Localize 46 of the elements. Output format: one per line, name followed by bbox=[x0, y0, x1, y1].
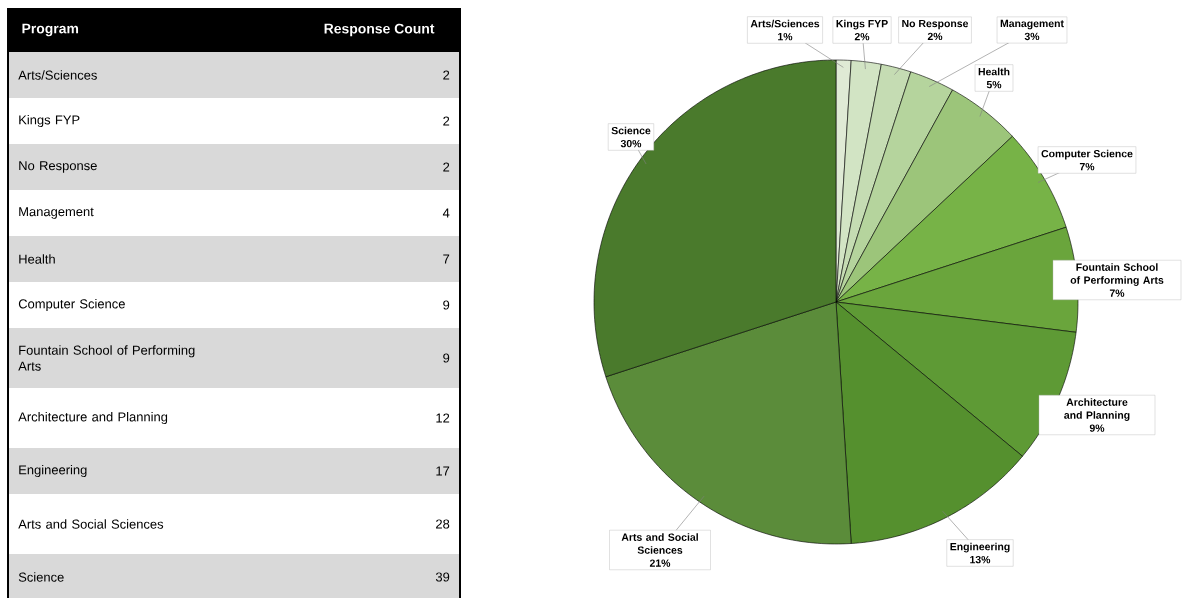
data-label: 3% bbox=[1024, 32, 1040, 41]
data-label: 7% bbox=[1109, 289, 1125, 297]
data-label: 2 bbox=[443, 70, 450, 80]
data-label: 28 bbox=[436, 519, 450, 529]
slice-label: Architecture and Planning bbox=[1064, 398, 1130, 421]
data-label: 2% bbox=[927, 32, 943, 41]
slice-label: Fountain School of Performing Arts bbox=[1070, 263, 1164, 286]
category-label: Science bbox=[18, 572, 64, 582]
category-label: Arts/Sciences bbox=[18, 70, 97, 80]
slice-label: Kings FYP bbox=[836, 19, 888, 30]
data-label: 12 bbox=[436, 413, 450, 423]
category-label: No Response bbox=[19, 161, 97, 173]
category-label: Management bbox=[19, 207, 94, 219]
data-label: 2 bbox=[443, 162, 450, 172]
data-label: 9 bbox=[443, 353, 450, 363]
data-label: 2% bbox=[854, 32, 870, 41]
slice-label: Engineering bbox=[950, 542, 1010, 553]
data-label: 1% bbox=[778, 32, 793, 41]
category-label: Fountain School of Performing Arts bbox=[18, 345, 195, 371]
data-label: 21% bbox=[649, 559, 671, 567]
data-label: 30% bbox=[620, 139, 642, 148]
slice-label: Science bbox=[611, 126, 651, 135]
slice-label: No Response bbox=[902, 19, 969, 30]
category-label: Arts and Social Sciences bbox=[18, 519, 164, 529]
slice-label: Arts and Social Sciences bbox=[621, 533, 698, 554]
data-label: 7 bbox=[443, 254, 450, 264]
category-label: Computer Science bbox=[18, 298, 125, 312]
data-label: 7% bbox=[1079, 162, 1095, 171]
data-label: 9% bbox=[1089, 424, 1105, 432]
category-label: Engineering bbox=[19, 464, 87, 478]
data-label: 5% bbox=[986, 80, 1002, 89]
data-label: 13% bbox=[970, 555, 991, 564]
slice-label: Health bbox=[978, 67, 1010, 76]
data-label: 9 bbox=[443, 300, 450, 310]
category-label: Kings FYP bbox=[19, 114, 80, 128]
slice-label: Management bbox=[1000, 19, 1064, 30]
text: Program bbox=[22, 23, 79, 37]
data-label: 2 bbox=[443, 116, 450, 126]
data-label: 4 bbox=[442, 208, 450, 218]
category-label: Architecture and Planning bbox=[18, 411, 168, 425]
slice-label: Arts/Sciences bbox=[750, 19, 820, 28]
text: Response Count bbox=[324, 23, 435, 37]
slice-label: Computer Science bbox=[1041, 149, 1133, 160]
category-label: Health bbox=[19, 254, 55, 264]
data-label: 39 bbox=[435, 572, 450, 582]
data-label: 17 bbox=[436, 466, 450, 476]
